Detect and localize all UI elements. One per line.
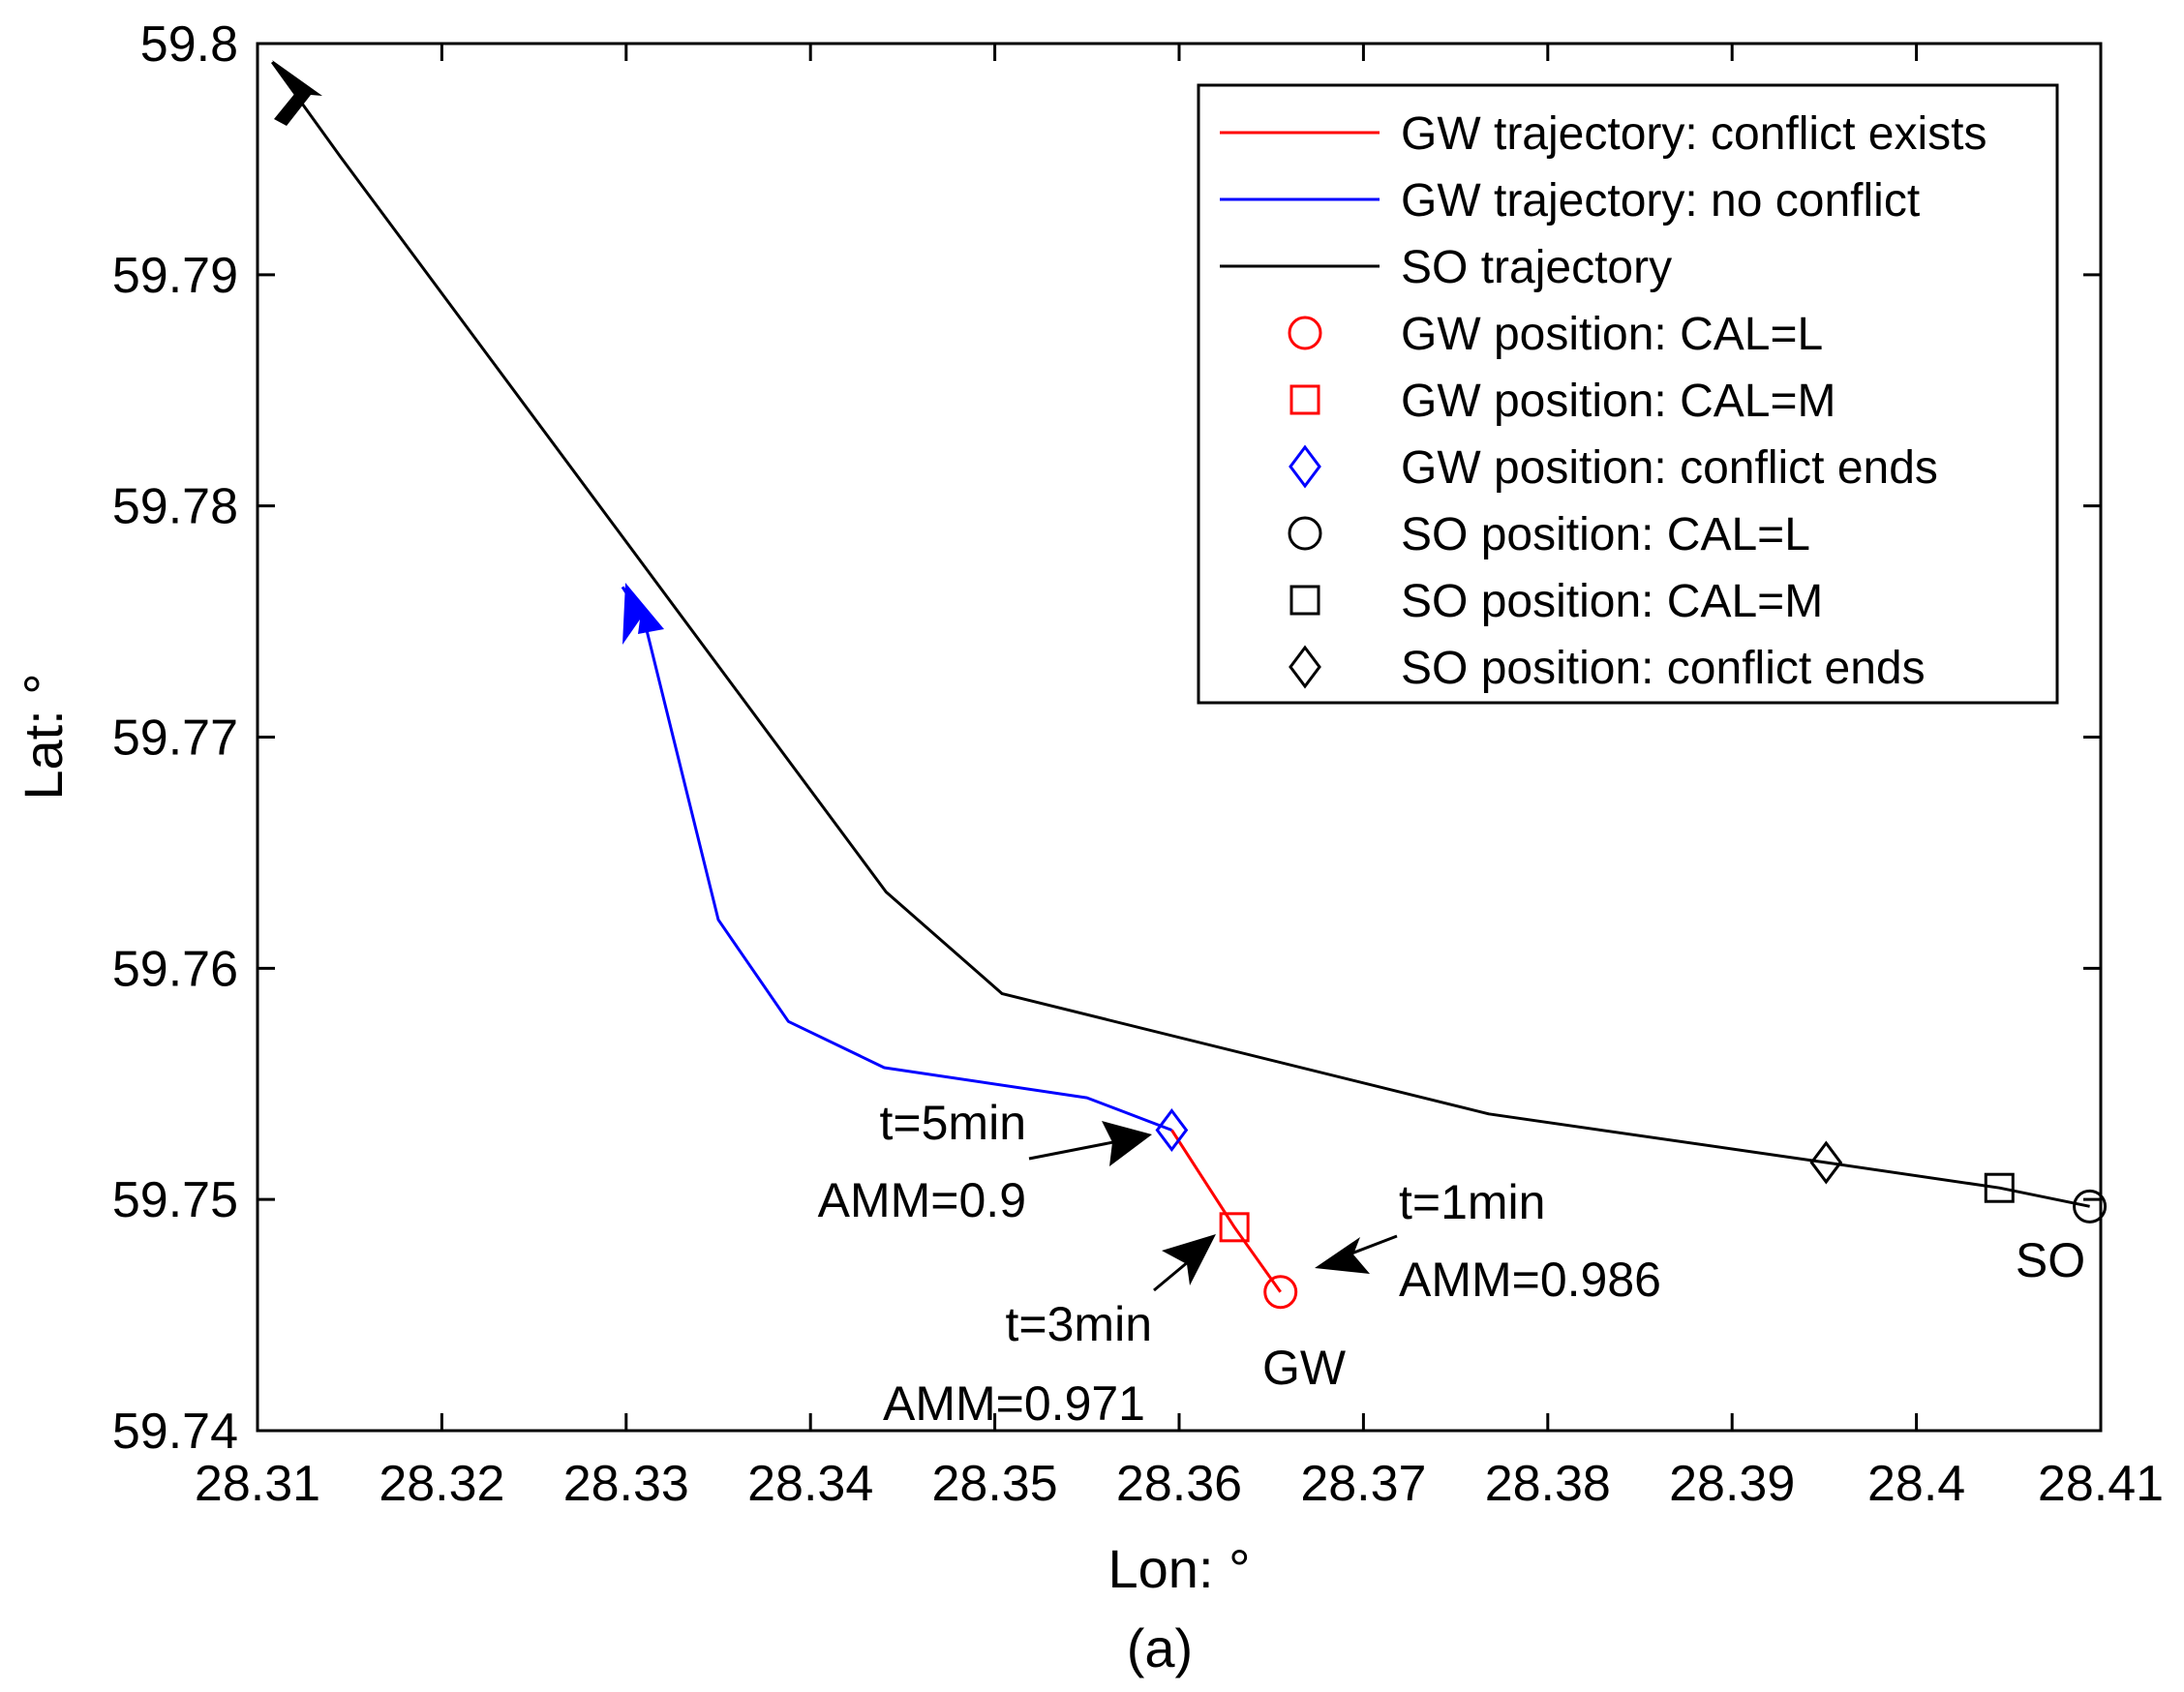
t5-time-label: t=5min (880, 1096, 1026, 1150)
legend-item-so-trajectory: SO trajectory (1220, 242, 1672, 293)
legend: GW trajectory: conflict exists GW traject… (1197, 83, 2059, 705)
legend-item-gw-trajectory-no-conflict: GW trajectory: no conflict (1220, 175, 1920, 227)
series-gw-trajectory-conflict-exists (1170, 1129, 1282, 1293)
t3-annotation-arrow (1153, 1234, 1216, 1292)
series-so-trajectory (270, 61, 2090, 1208)
y-tick-label: 59.74 (112, 1404, 238, 1460)
so-label: SO (2016, 1233, 2085, 1287)
annotation-arrows (1028, 1121, 1398, 1292)
t5-amm-label: AMM=0.9 (818, 1173, 1026, 1227)
trajectory-arrowheads (272, 60, 664, 645)
y-tick-label: 59.79 (112, 248, 238, 304)
marker-layer (1155, 1108, 2108, 1310)
legend-swatch (1289, 384, 1320, 415)
legend-item-so-position-cal-m: SO position: CAL=M (1289, 576, 1823, 627)
t3-time-label: t=3min (1006, 1297, 1152, 1351)
legend-item-so-position-conflict-ends: SO position: conflict ends (1289, 643, 1926, 694)
t1-time-label: t=1min (1399, 1175, 1545, 1229)
x-tick-label: 28.35 (932, 1456, 1058, 1512)
legend-swatch (1289, 444, 1321, 489)
legend-item-gw-trajectory-conflict-exists: GW trajectory: conflict exists (1220, 108, 1987, 160)
y-tick-label: 59.8 (140, 16, 238, 73)
x-tick-label: 28.32 (379, 1456, 504, 1512)
y-axis: 59.74 59.75 59.76 59.77 59.78 59.79 59.8 (112, 16, 2101, 1460)
figure-caption: (a) (1127, 1617, 1193, 1678)
legend-label: SO position: CAL=L (1401, 509, 1810, 560)
legend-label: GW position: CAL=M (1401, 376, 1835, 427)
x-axis: 28.31 28.32 28.33 28.34 28.35 28.36 28.37 28.38… (195, 44, 2164, 1512)
legend-label: SO position: CAL=M (1401, 576, 1823, 627)
legend-label: GW position: CAL=L (1401, 309, 1823, 360)
t3-amm-label: AMM=0.971 (883, 1376, 1145, 1431)
marker-so-position-cal-l (2073, 1189, 2108, 1224)
x-axis-label: Lon: ° (1108, 1538, 1251, 1599)
y-tick-label: 59.78 (112, 479, 238, 535)
y-tick-label: 59.76 (112, 941, 238, 997)
legend-swatch (1288, 516, 1322, 551)
x-tick-label: 28.37 (1300, 1456, 1426, 1512)
x-tick-label: 28.33 (563, 1456, 689, 1512)
y-tick-label: 59.75 (112, 1172, 238, 1228)
x-tick-label: 28.36 (1116, 1456, 1242, 1512)
t1-annotation-arrow (1315, 1234, 1398, 1274)
legend-item-gw-position-cal-l: GW position: CAL=L (1288, 309, 1823, 360)
legend-item-gw-position-cal-m: GW position: CAL=M (1289, 376, 1835, 427)
legend-swatch (1289, 645, 1321, 689)
t1-amm-label: AMM=0.986 (1399, 1253, 1661, 1307)
legend-box (1197, 83, 2059, 705)
t5-annotation-arrow (1028, 1121, 1152, 1166)
marker-gw-position-cal-l (1263, 1275, 1298, 1310)
marker-so-position-cal-m (1984, 1172, 2015, 1203)
legend-item-so-position-cal-l: SO position: CAL=L (1288, 509, 1810, 560)
x-tick-label: 28.34 (747, 1456, 873, 1512)
legend-label: SO position: conflict ends (1401, 643, 1926, 694)
marker-gw-position-conflict-ends (1155, 1108, 1189, 1153)
legend-label: GW trajectory: no conflict (1401, 175, 1920, 227)
x-tick-label: 28.41 (2038, 1456, 2164, 1512)
x-tick-label: 28.31 (195, 1456, 320, 1512)
y-tick-label: 59.77 (112, 710, 238, 767)
legend-swatch (1289, 585, 1320, 616)
legend-label: SO trajectory (1401, 242, 1672, 293)
gw-trajectory-arrowhead (622, 583, 664, 645)
x-tick-label: 28.4 (1867, 1456, 1965, 1512)
annotations: t=5min AMM=0.9 t=3min AMM=0.971 t=1min A… (818, 1096, 2085, 1431)
marker-gw-position-cal-m (1219, 1212, 1250, 1243)
legend-label: GW position: conflict ends (1401, 442, 1938, 494)
y-axis-label: Lat: ° (13, 673, 74, 800)
x-tick-label: 28.39 (1669, 1456, 1795, 1512)
marker-so-position-conflict-ends (1809, 1140, 1843, 1185)
legend-swatch (1288, 316, 1322, 350)
gw-label: GW (1262, 1341, 1347, 1395)
legend-item-gw-position-conflict-ends: GW position: conflict ends (1289, 442, 1938, 494)
x-tick-label: 28.38 (1485, 1456, 1611, 1512)
so-trajectory-arrowhead (272, 60, 322, 126)
legend-label: GW trajectory: conflict exists (1401, 108, 1987, 160)
